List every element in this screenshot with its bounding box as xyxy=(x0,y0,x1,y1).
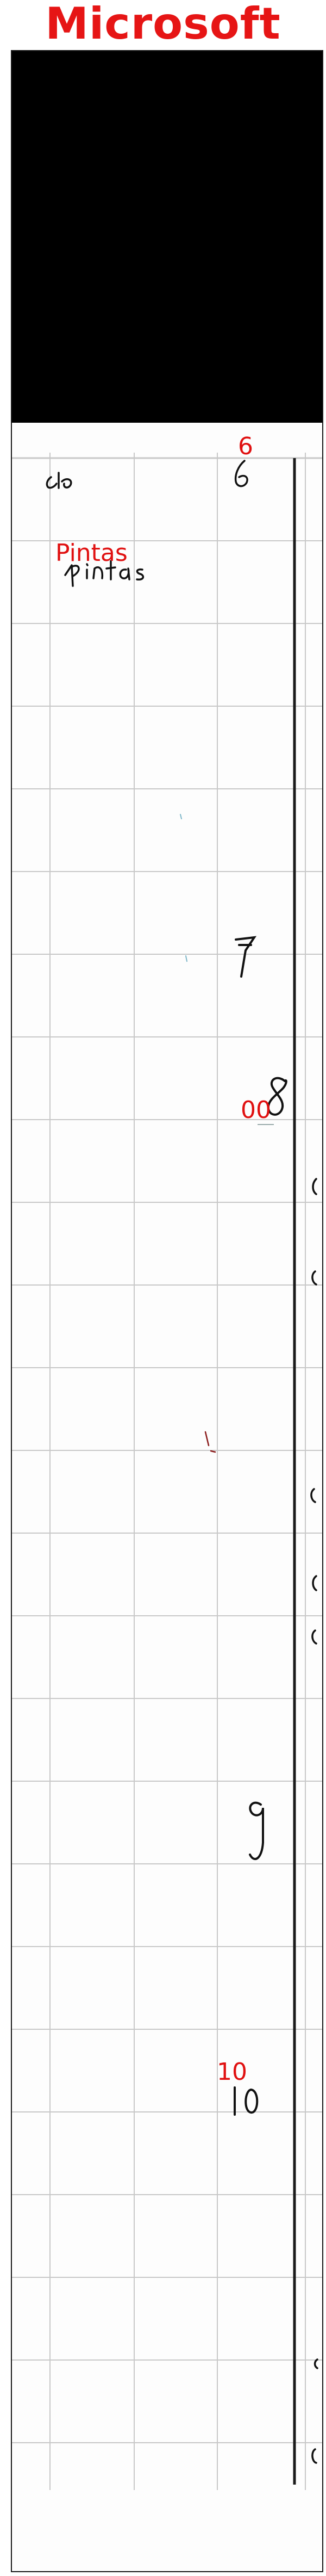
faint-cyan-specks xyxy=(180,814,187,962)
handwriting-digit-10 xyxy=(234,2086,259,2116)
grid-vertical-lines xyxy=(49,453,306,2490)
ink-mark-red xyxy=(204,1431,216,1453)
annotation-label-10: 10 xyxy=(217,2058,247,2086)
scanned-document-frame: 6 Pintas 00 10 xyxy=(11,50,323,2572)
annotation-label-6: 6 xyxy=(238,433,253,460)
handwriting-digit-9 xyxy=(249,1801,264,1861)
handwriting-digit-6 xyxy=(234,460,248,487)
grid-horizontal-lines xyxy=(12,457,322,2443)
brand-title: Microsoft xyxy=(45,0,281,49)
grid-paper-drawing xyxy=(12,453,322,2490)
handwriting-cle xyxy=(46,472,72,489)
annotation-label-pintas: Pintas xyxy=(55,539,128,567)
redacted-black-band xyxy=(12,51,322,423)
grid-paper-scan: 6 Pintas 00 10 xyxy=(12,423,322,2571)
annotation-label-00: 00 xyxy=(241,1096,271,1124)
handwriting-digit-7 xyxy=(235,936,257,978)
handwriting-digit-8 xyxy=(267,1077,287,1116)
handwriting-pintas xyxy=(64,560,145,587)
right-edge-partial-strokes xyxy=(310,1178,318,2464)
